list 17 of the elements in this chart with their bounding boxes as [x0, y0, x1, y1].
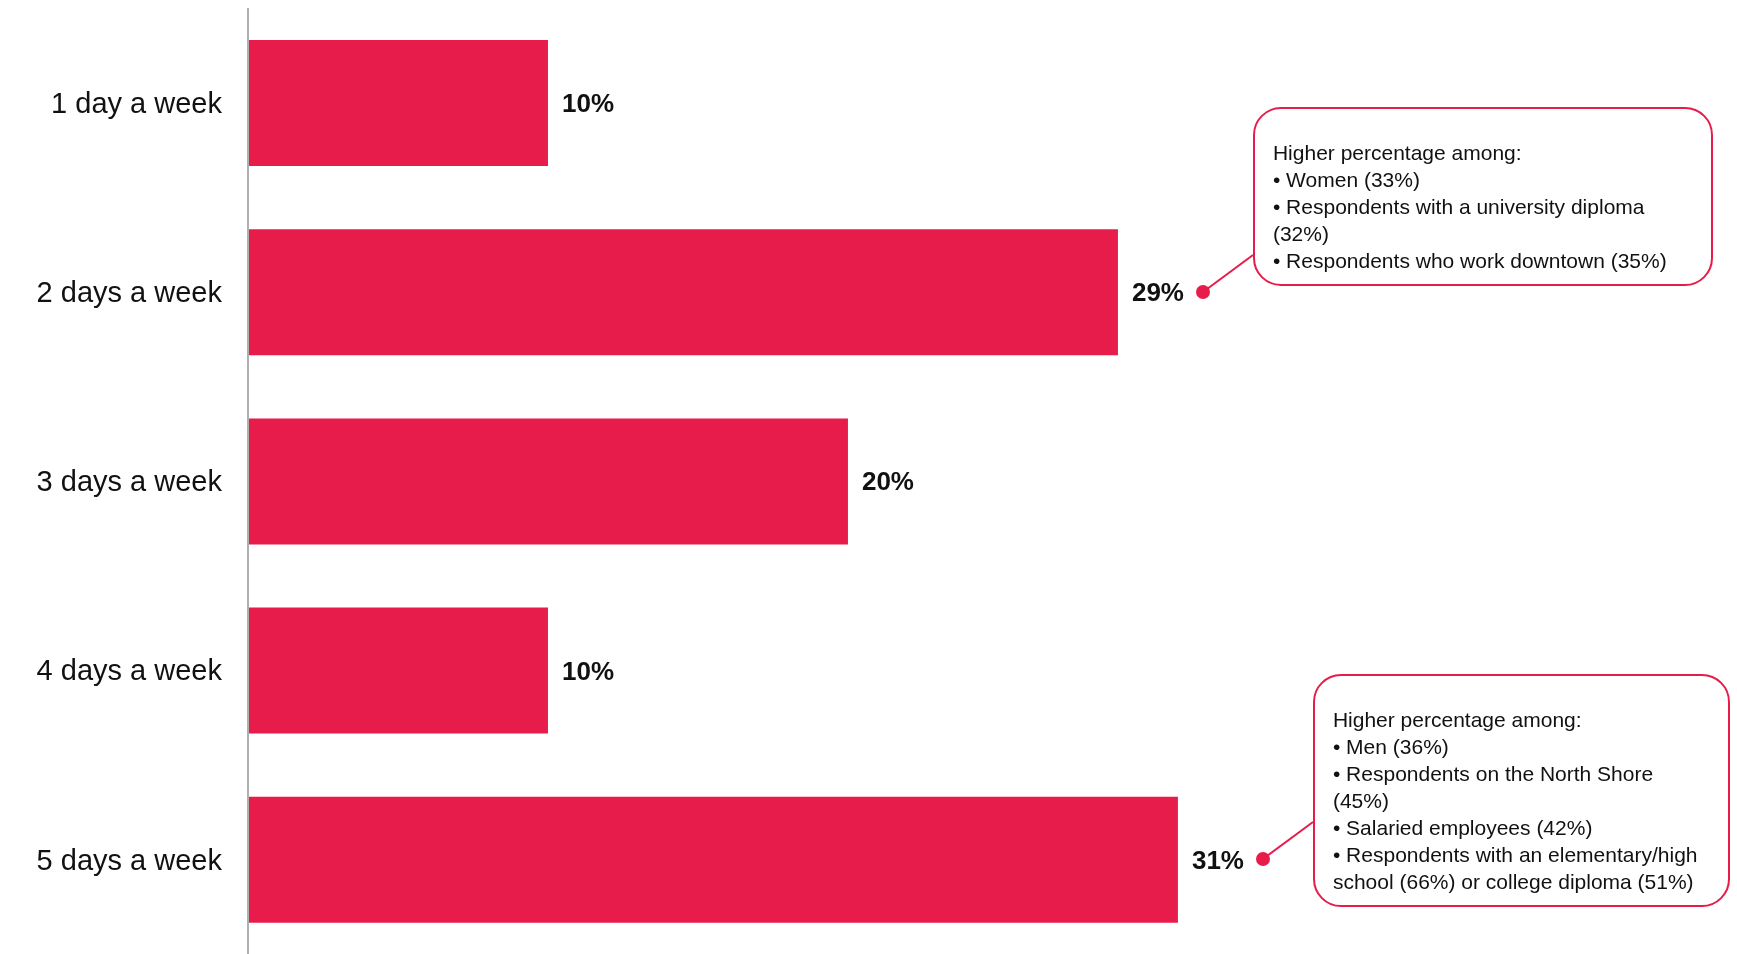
bar: [248, 418, 848, 545]
bar: [248, 229, 1118, 356]
y-tick-label: 4 days a week: [36, 654, 223, 687]
text: Higher percentage among: • Men (36%) • Respondents on the North Shore (45%) • Salaried employees (42%) • Respondents with an elementary/high school (66%) or college diploma (51%): [1332, 707, 1699, 896]
bar: [248, 40, 548, 166]
data-label: 10%: [561, 655, 615, 686]
data-label: 10%: [561, 88, 615, 118]
bar: [248, 796, 1178, 923]
data-label: 29%: [1131, 277, 1184, 308]
y-tick-label: 2 days a week: [36, 276, 223, 309]
data-label: 31%: [1191, 844, 1244, 875]
y-tick-label: 3 days a week: [36, 465, 223, 498]
bar: [248, 607, 548, 734]
data-label: 20%: [861, 466, 915, 497]
text: Higher percentage among: • Women (33%) • Respondents with a university diploma (32%) • Respondents who work downtown (35%): [1272, 139, 1668, 274]
y-tick-label: 1 day a week: [51, 86, 223, 119]
y-tick-label: 5 days a week: [36, 843, 223, 876]
